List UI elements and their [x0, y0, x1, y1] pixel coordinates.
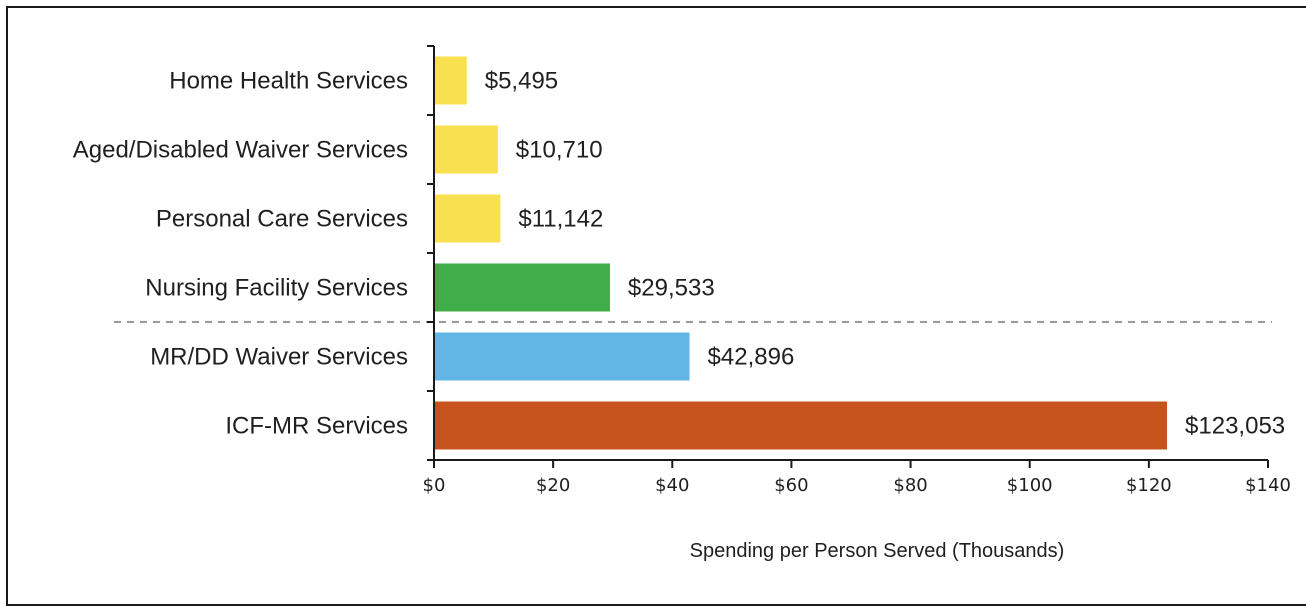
value-label-nursing-facility-services: $29,533 — [628, 275, 715, 302]
labels-layer: Home Health Services $5,495 Aged/Disabled … — [73, 68, 1285, 440]
bars-layer — [434, 56, 1168, 450]
value-label-home-health-services: $5,495 — [485, 68, 558, 95]
x-tick-label: $20 — [536, 475, 570, 496]
value-label-personal-care-services: $11,142 — [518, 206, 603, 233]
x-tick-label: $0 — [423, 475, 446, 496]
category-label-aged-disabled-waiver-services: Aged/Disabled Waiver Services — [73, 137, 408, 164]
x-tick-label: $80 — [893, 475, 927, 496]
x-tick-label: $100 — [1007, 475, 1053, 496]
value-label-mr-dd-waiver-services: $42,896 — [708, 344, 795, 371]
category-label-home-health-services: Home Health Services — [169, 68, 408, 95]
value-label-aged-disabled-waiver-services: $10,710 — [516, 137, 603, 164]
category-label-icf-mr-services: ICF-MR Services — [225, 413, 408, 440]
value-label-icf-mr-services: $123,053 — [1185, 413, 1285, 440]
category-label-mr-dd-waiver-services: MR/DD Waiver Services — [150, 344, 408, 371]
bar-personal-care-services — [434, 194, 501, 243]
bar-nursing-facility-services — [434, 263, 610, 312]
bar-chart: $0 $20 $40 $60 $80 $100 $120 $140 Home Health S… — [73, 45, 1291, 562]
x-tick-label: $120 — [1126, 475, 1172, 496]
x-tick-label: $60 — [774, 475, 808, 496]
category-label-nursing-facility-services: Nursing Facility Services — [145, 275, 408, 302]
x-tick-label: $140 — [1245, 475, 1291, 496]
bar-icf-mr-services — [434, 401, 1168, 450]
bar-mr-dd-waiver-services — [434, 332, 690, 381]
x-tick-label: $40 — [655, 475, 689, 496]
axis-layer: $0 $20 $40 $60 $80 $100 $120 $140 — [423, 45, 1291, 496]
chart-frame — [6, 6, 1306, 606]
category-label-personal-care-services: Personal Care Services — [156, 206, 408, 233]
bar-home-health-services — [434, 56, 467, 105]
bar-aged-disabled-waiver-services — [434, 125, 498, 174]
x-axis-title: Spending per Person Served (Thousands) — [690, 540, 1065, 562]
